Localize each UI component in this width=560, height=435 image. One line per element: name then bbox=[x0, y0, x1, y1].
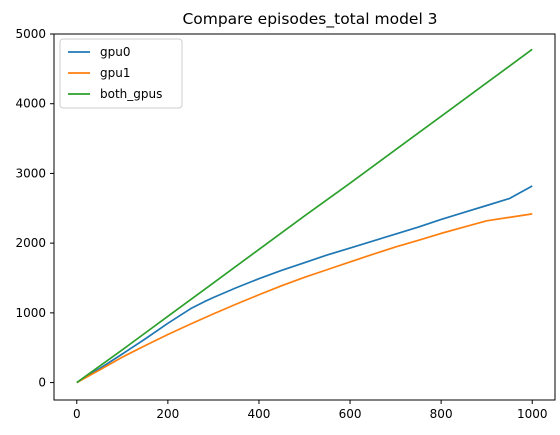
plot-frame bbox=[53, 33, 556, 401]
x-tick-label: 600 bbox=[339, 407, 362, 421]
chart-title: Compare episodes_total model 3 bbox=[182, 10, 437, 29]
legend-box bbox=[59, 38, 183, 109]
x-axis: 0 200 400 600 800 1000 bbox=[73, 400, 548, 421]
legend-label: gpu0 bbox=[100, 45, 130, 59]
legend-label: both_gpus bbox=[100, 87, 162, 101]
series-line-gpu0 bbox=[76, 185, 533, 384]
x-tick-label: 400 bbox=[248, 407, 271, 421]
y-tick-label: 2000 bbox=[15, 236, 46, 250]
x-tick-label: 200 bbox=[156, 407, 179, 421]
legend-label: gpu1 bbox=[100, 66, 130, 80]
series-line-gpu1 bbox=[76, 213, 533, 384]
x-tick-label: 800 bbox=[430, 407, 453, 421]
x-tick-label: 1000 bbox=[517, 407, 548, 421]
y-axis: 0 1000 2000 3000 4000 5000 bbox=[15, 27, 54, 390]
series-line-both_gpus bbox=[76, 48, 533, 384]
y-tick-label: 1000 bbox=[15, 306, 46, 320]
legend: gpu0 gpu1 both_gpus bbox=[59, 38, 183, 109]
y-tick-label: 5000 bbox=[15, 27, 46, 41]
x-tick-label: 0 bbox=[73, 407, 81, 421]
y-tick-label: 3000 bbox=[15, 166, 46, 180]
y-tick-label: 4000 bbox=[15, 97, 46, 111]
y-tick-label: 0 bbox=[38, 376, 46, 390]
series-lines bbox=[76, 48, 533, 384]
